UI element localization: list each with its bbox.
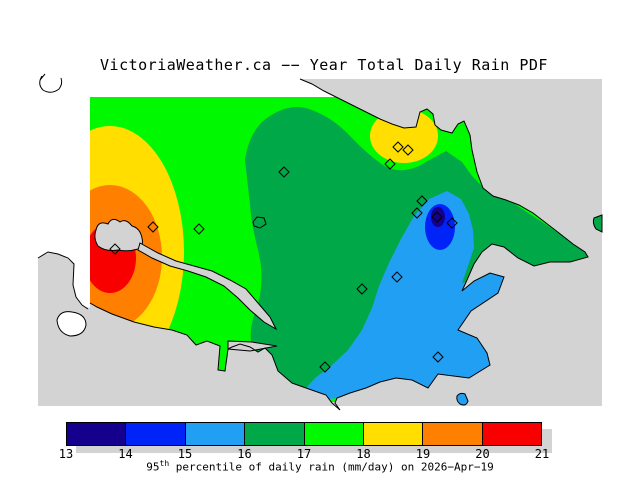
colorbar-segment-15-16 — [185, 423, 246, 445]
inlets — [94, 218, 278, 352]
station-marker-1 — [147, 221, 159, 233]
colorbar-segment-14-15 — [126, 423, 186, 445]
station-marker-6 — [384, 158, 396, 170]
coastline-southwest — [37, 251, 89, 310]
colorbar-tick-21: 21 — [534, 447, 550, 461]
land-outside-domain — [38, 79, 336, 264]
colorbar-tick-16: 16 — [237, 447, 252, 461]
colorbar-segment-16-17 — [245, 423, 305, 445]
coastline — [89, 78, 589, 411]
colorbar-tick-14: 14 — [118, 447, 133, 461]
station-marker-14 — [432, 351, 444, 363]
colorbar-tick-17: 17 — [296, 447, 312, 461]
colorbar-segment-19-20 — [423, 423, 483, 445]
station-marker-10 — [446, 217, 458, 229]
colorbar-tick-18: 18 — [356, 447, 371, 461]
station-marker-13 — [319, 361, 331, 373]
colorbar-segment-20-21 — [482, 423, 541, 445]
colorbar-tick-20: 20 — [475, 447, 490, 461]
station-marker-0 — [278, 166, 290, 178]
lake-outline — [252, 216, 267, 229]
colorbar-caption: 95th percentile of daily rain (mm/day) o… — [146, 459, 494, 474]
station-markers — [109, 141, 458, 373]
station-marker-8 — [411, 207, 423, 219]
coast-arc-fragment — [39, 73, 63, 93]
station-marker-4 — [392, 141, 404, 153]
offshore-islet-west — [56, 311, 87, 337]
station-marker-2 — [193, 223, 205, 235]
caption-superscript: th — [159, 459, 170, 468]
plot-title: VictoriaWeather.ca −− Year Total Daily R… — [100, 56, 548, 74]
trial-islet — [456, 392, 469, 406]
colorbar-tick-19: 19 — [415, 447, 431, 461]
station-marker-12 — [356, 283, 368, 295]
station-marker-9 — [431, 211, 443, 223]
colorbar — [66, 422, 542, 446]
colorbar-segment-18-19 — [363, 423, 424, 445]
colorbar-tick-13: 13 — [58, 447, 74, 461]
colorbar-segment-17-18 — [304, 423, 364, 445]
station-marker-11 — [391, 271, 403, 283]
station-marker-5 — [402, 144, 414, 156]
land-outside-strip — [73, 259, 90, 308]
colorbar-tick-15: 15 — [177, 447, 193, 461]
colorbar-segment-13-14 — [67, 423, 127, 445]
station-marker-7 — [416, 195, 428, 207]
station-marker-3 — [109, 243, 121, 255]
edge-islet — [592, 214, 603, 233]
